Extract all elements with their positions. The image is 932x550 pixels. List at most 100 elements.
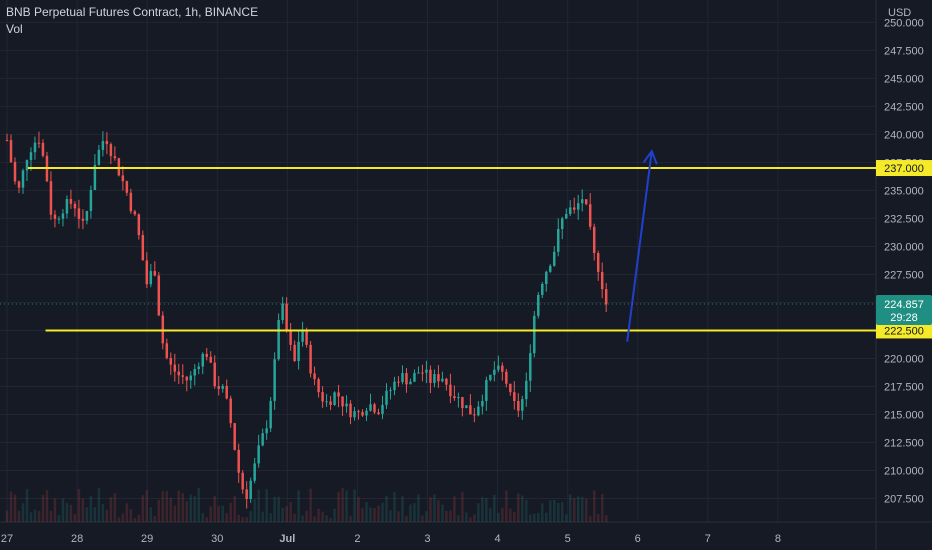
volume-bar	[533, 513, 536, 522]
volume-bar	[377, 505, 380, 522]
candle-body	[453, 396, 456, 399]
candle-body	[113, 156, 117, 159]
candle-body	[381, 404, 384, 414]
candle-body	[584, 199, 588, 205]
x-tick-label: 5	[565, 533, 571, 545]
chart-title: BNB Perpetual Futures Contract, 1h, BINA…	[6, 5, 259, 19]
candle-body	[489, 374, 492, 381]
time-axis[interactable]: 27 28 29 30 Jul 2 3 4 5 6 7 8	[1, 533, 781, 545]
projection-arrow[interactable]	[626, 149, 658, 342]
volume-bar	[185, 501, 189, 522]
candle-body	[529, 353, 532, 381]
volume-bar	[181, 493, 185, 522]
volume-bar	[557, 502, 560, 522]
candle-body	[353, 411, 356, 418]
volume-bar	[109, 497, 113, 522]
volume-bar	[97, 488, 101, 522]
volume-bar	[293, 513, 296, 522]
volume-bar	[409, 504, 412, 522]
candle-body	[505, 371, 508, 384]
candle-body	[85, 210, 89, 221]
candle-body	[429, 369, 432, 383]
volume-bar	[437, 500, 440, 522]
candle-body	[185, 376, 189, 381]
candle-body	[497, 365, 500, 370]
volume-bar	[89, 495, 93, 522]
volume-bar	[157, 499, 161, 522]
candle-body	[141, 235, 145, 261]
candle-body	[101, 140, 105, 150]
candle-body	[261, 433, 264, 446]
volume-bar	[417, 494, 420, 522]
candle-body	[37, 142, 41, 144]
volume-bar	[81, 498, 85, 522]
candle-body	[125, 181, 129, 193]
volume-bar	[397, 511, 400, 522]
candle-body	[545, 271, 548, 284]
candle-body	[533, 315, 536, 354]
volume-bar	[333, 508, 336, 522]
volume-bar	[433, 494, 436, 522]
volume-bar	[369, 507, 372, 522]
volume-bar	[425, 511, 428, 522]
level-price-label: 237.000	[884, 163, 924, 175]
horizontal-levels[interactable]	[28, 167, 876, 332]
candle-body	[29, 152, 33, 161]
candle-body	[253, 463, 256, 481]
volume-bar	[21, 503, 25, 522]
candle-body	[169, 358, 173, 365]
x-tick-label: 8	[775, 533, 781, 545]
candle-body	[441, 378, 444, 382]
volume-bar	[405, 515, 408, 522]
candle-body	[445, 378, 448, 385]
candle-body	[333, 392, 336, 405]
volume-bar	[361, 508, 364, 522]
candle-body	[493, 369, 496, 375]
x-tick-label: 3	[424, 533, 430, 545]
x-tick-label: Jul	[279, 533, 295, 545]
volume-bar	[41, 494, 45, 522]
y-tick-label: 242.500	[884, 101, 924, 113]
volume-bar	[549, 500, 552, 522]
candle-body	[193, 369, 196, 376]
candle-body	[576, 203, 580, 210]
volume-bar	[29, 512, 33, 522]
volume-bar	[277, 496, 280, 522]
candle-body	[177, 371, 181, 376]
volume-bar	[229, 502, 232, 522]
candle-body	[25, 160, 29, 171]
volume-bar	[413, 503, 416, 522]
volume-bar	[565, 514, 568, 522]
candle-body	[561, 218, 564, 229]
candle-body	[465, 405, 468, 409]
volume-bar	[357, 496, 360, 522]
candle-body	[517, 401, 520, 411]
volume-bar	[309, 488, 312, 522]
candle-body	[417, 372, 420, 374]
candle-body	[321, 392, 324, 402]
candle-body	[257, 445, 260, 464]
volume-bar	[241, 517, 244, 522]
volume-bar	[37, 511, 41, 522]
candle-body	[297, 341, 300, 362]
candle-body	[477, 406, 480, 416]
candlestick-series	[5, 131, 608, 509]
volume-bar	[9, 491, 13, 522]
candle-body	[305, 331, 308, 345]
volume-bar	[161, 490, 165, 522]
volume-bar	[13, 494, 17, 522]
volume-bar	[113, 493, 117, 522]
candle-body	[365, 410, 368, 416]
volume-bar	[253, 499, 256, 522]
candle-body	[97, 149, 101, 165]
volume-bar	[297, 490, 300, 522]
candle-body	[553, 251, 556, 266]
volume-bar	[525, 500, 528, 522]
arrow-head	[642, 149, 658, 165]
candle-body	[405, 373, 408, 385]
candle-body	[329, 401, 332, 405]
volume-bar	[249, 511, 252, 522]
volume-bar	[349, 516, 352, 522]
